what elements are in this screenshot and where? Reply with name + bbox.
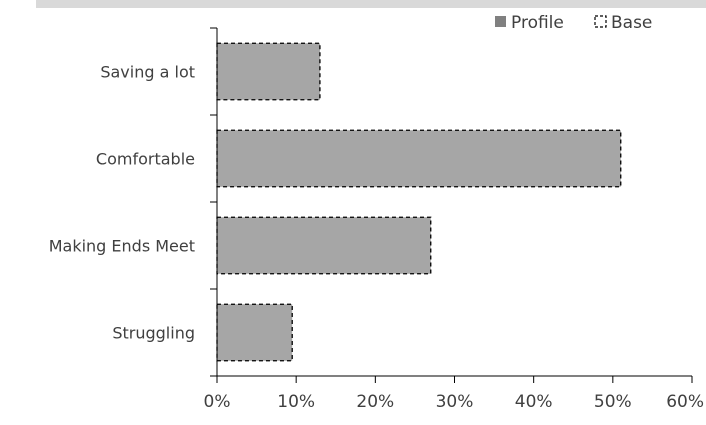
bar-profile-2 bbox=[217, 130, 621, 187]
x-tick-label: 50% bbox=[594, 392, 632, 412]
x-tick-label: 40% bbox=[515, 392, 553, 412]
x-tick-label: 10% bbox=[277, 392, 315, 412]
legend-label-profile: Profile bbox=[511, 13, 564, 33]
x-tick-label: 30% bbox=[436, 392, 474, 412]
x-tick-label: 0% bbox=[204, 392, 231, 412]
bar-profile-0 bbox=[217, 304, 293, 361]
bar-profile-3 bbox=[217, 43, 320, 100]
x-tick-label: 60% bbox=[666, 392, 704, 412]
top-band bbox=[36, 0, 706, 8]
category-label: Struggling bbox=[112, 324, 195, 343]
bar-base-0 bbox=[216, 303, 293, 362]
labels-group: Struggling Making Ends Meet Comfortable Sav… bbox=[49, 63, 704, 413]
ticks-group bbox=[210, 27, 693, 383]
legend-swatch-profile bbox=[495, 16, 506, 27]
category-label: Saving a lot bbox=[100, 63, 195, 82]
bar-profile-1 bbox=[217, 217, 431, 274]
category-label: Making Ends Meet bbox=[49, 237, 195, 256]
legend: Profile Base bbox=[495, 13, 652, 33]
x-tick-label: 20% bbox=[356, 392, 394, 412]
category-label: Comfortable bbox=[96, 150, 195, 169]
legend-label-base: Base bbox=[611, 13, 652, 33]
legend-swatch-base bbox=[594, 15, 607, 28]
bars-group bbox=[216, 42, 622, 362]
